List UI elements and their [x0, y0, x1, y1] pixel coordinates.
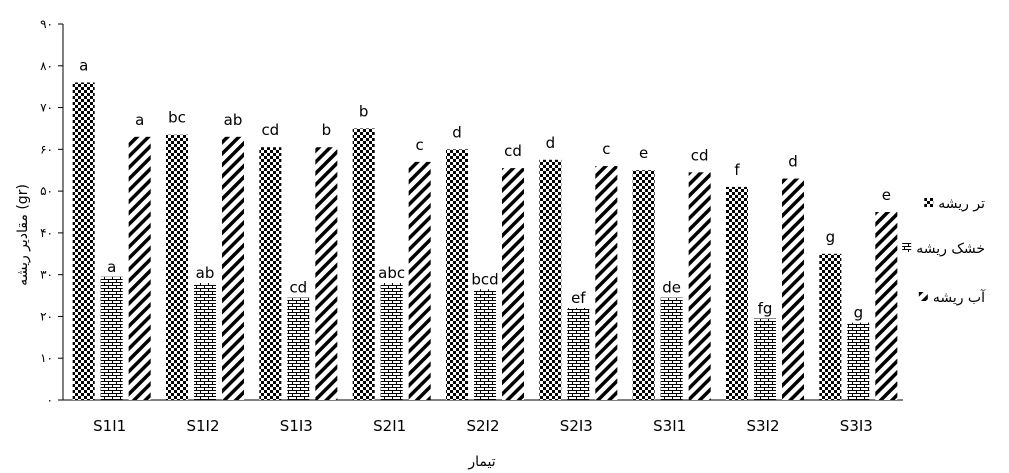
bar-diagonal — [595, 166, 618, 400]
bars — [72, 82, 898, 401]
significance-label: a — [79, 56, 88, 74]
x-tick-label: S2I1 — [373, 417, 406, 435]
bar-brick — [194, 283, 216, 400]
x-tick-label: S1I2 — [186, 417, 219, 435]
legend-label: خشک ریشه — [916, 241, 985, 257]
y-tick-label: ۷۰ — [40, 101, 53, 115]
y-tick-label: ۶۰ — [40, 142, 53, 156]
significance-label: c — [416, 136, 424, 154]
bar-checker — [819, 253, 842, 400]
significance-label: d — [452, 123, 462, 141]
x-tick-label: S2I3 — [560, 417, 593, 435]
significance-label: ab — [196, 264, 215, 282]
significance-label: a — [135, 111, 144, 129]
x-axis: S1I1 S1I2 S1I3 S2I1 S2I2 S2I3 S3I1 S3I2 S3I3 — [63, 399, 903, 435]
bar-diagonal — [408, 161, 431, 400]
significance-label: cd — [691, 146, 709, 164]
y-axis-title: مقادیر ریشه (gr) — [15, 184, 31, 286]
bar-checker — [539, 159, 562, 400]
bar-diagonal — [502, 168, 524, 400]
x-tick-label: S3I3 — [840, 417, 873, 435]
x-tick-label: S3I2 — [746, 417, 779, 435]
bar-checker — [352, 128, 375, 400]
significance-label: ef — [571, 289, 586, 307]
bar-brick — [287, 297, 310, 400]
significance-label: bcd — [471, 270, 498, 288]
y-tick-label: ۳۰ — [40, 268, 53, 282]
bar-checker — [726, 186, 748, 400]
bar-checker — [632, 170, 655, 400]
significance-label: bc — [168, 109, 186, 127]
significance-label: cd — [289, 279, 307, 297]
significance-label: de — [662, 279, 681, 297]
y-axis: ۰ ۱۰ ۲۰ ۳۰ ۴۰ ۵۰ ۶۰ ۷۰ ۸۰ ۹۰ — [40, 17, 64, 407]
bar-checker — [446, 149, 468, 400]
bar-brick — [474, 289, 496, 400]
significance-label: g — [854, 304, 864, 322]
significance-label: ab — [224, 111, 243, 129]
bar-brick — [754, 318, 776, 400]
significance-label: e — [639, 144, 648, 162]
legend: تر ریشه خشک ریشه آب ریشه — [902, 196, 986, 306]
bar-checker — [72, 82, 95, 400]
y-tick-label: ۸۰ — [40, 59, 53, 73]
bar-diagonal — [688, 172, 711, 400]
significance-label: fg — [758, 300, 773, 318]
bar-brick — [100, 276, 123, 400]
bar-brick — [567, 308, 590, 400]
legend-swatch — [924, 198, 934, 207]
x-tick-label: S2I2 — [466, 417, 499, 435]
x-tick-label: S1I1 — [93, 417, 126, 435]
bar-brick — [660, 297, 683, 400]
bar-checker — [166, 134, 188, 400]
x-tick-label: S3I1 — [653, 417, 686, 435]
bar-diagonal — [128, 136, 151, 401]
significance-label: g — [826, 228, 836, 246]
bar-diagonal — [875, 212, 898, 400]
significance-label: e — [882, 186, 891, 204]
bar-brick — [380, 283, 403, 400]
y-tick-label: ۰ — [47, 393, 53, 407]
significance-label: c — [602, 140, 610, 158]
significance-label: cd — [504, 142, 522, 160]
significance-label: b — [322, 121, 332, 139]
x-tick-label: S1I3 — [280, 417, 313, 435]
y-tick-label: ۹۰ — [40, 17, 53, 31]
significance-label: b — [359, 102, 369, 120]
significance-label: a — [107, 258, 116, 276]
y-tick-label: ۲۰ — [40, 309, 53, 323]
significance-label: abc — [378, 264, 405, 282]
legend-swatch — [918, 292, 928, 301]
y-tick-label: ۴۰ — [40, 226, 53, 240]
significance-label: d — [788, 153, 798, 171]
legend-label: آب ریشه — [933, 289, 986, 306]
x-axis-title: تیمار — [467, 454, 495, 470]
legend-label: تر ریشه — [938, 196, 985, 212]
bar-diagonal — [782, 178, 804, 400]
significance-label: f — [734, 161, 740, 179]
bar-brick — [847, 322, 870, 400]
y-tick-label: ۱۰ — [40, 351, 53, 365]
y-tick-label: ۵۰ — [40, 184, 53, 198]
significance-label: cd — [261, 121, 279, 139]
significance-label: d — [546, 134, 556, 152]
bar-checker — [259, 147, 282, 400]
bar-diagonal — [222, 136, 244, 401]
bar-diagonal — [315, 147, 338, 400]
legend-swatch — [902, 243, 912, 252]
